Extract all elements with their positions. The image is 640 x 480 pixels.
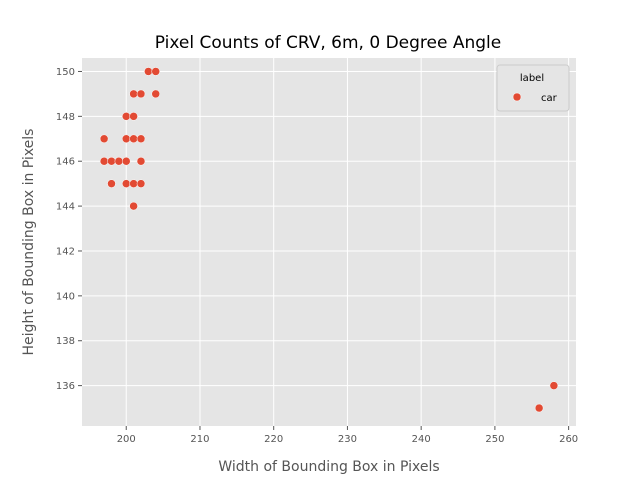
data-point <box>99 156 109 166</box>
data-point <box>136 89 146 99</box>
y-tick-label: 136 <box>56 381 75 392</box>
x-tick-label: 200 <box>117 434 136 445</box>
data-point <box>129 89 138 99</box>
data-point <box>129 201 138 211</box>
legend: label car <box>496 64 570 112</box>
data-point <box>151 89 160 99</box>
plot-area <box>82 58 576 426</box>
y-tick-label: 142 <box>56 246 75 257</box>
y-tick-label: 140 <box>56 291 75 302</box>
data-point <box>129 179 138 188</box>
y-tick-label: 150 <box>56 67 75 78</box>
x-tick-label: 260 <box>559 434 578 445</box>
data-point <box>121 112 131 121</box>
data-point <box>121 179 131 188</box>
data-point <box>151 67 160 76</box>
y-tick-label: 144 <box>56 202 75 213</box>
data-point <box>107 156 116 166</box>
x-tick-label: 230 <box>338 434 357 445</box>
legend-label-car: car <box>541 93 558 104</box>
x-tick-label: 220 <box>264 434 283 445</box>
chart-title: Pixel Counts of CRV, 6m, 0 Degree Angle <box>155 33 502 53</box>
x-tick-label: 210 <box>190 434 209 445</box>
legend-title: label <box>520 73 544 84</box>
data-point <box>107 179 116 188</box>
y-axis-ticks: 136 138 140 142 144 146 148 150 <box>56 67 82 392</box>
legend-marker-car <box>512 92 522 102</box>
data-point <box>136 156 146 166</box>
y-axis-title: Height of Bounding Box in Pixels <box>21 129 37 356</box>
data-point <box>129 134 138 144</box>
y-tick-label: 138 <box>56 336 75 347</box>
data-point <box>144 67 153 76</box>
x-axis-ticks: 200 210 220 230 240 250 260 <box>117 426 578 445</box>
data-points <box>99 67 559 413</box>
y-tick-label: 148 <box>56 112 75 123</box>
data-point <box>121 134 131 144</box>
data-point <box>114 156 124 166</box>
y-tick-label: 146 <box>56 157 75 168</box>
data-point <box>99 134 109 144</box>
data-point <box>136 134 146 144</box>
x-axis-title: Width of Bounding Box in Pixels <box>218 459 439 475</box>
data-point <box>129 112 138 121</box>
legend-box <box>496 64 570 112</box>
data-point <box>121 156 131 166</box>
x-tick-label: 240 <box>412 434 431 445</box>
grid-lines <box>82 58 576 426</box>
data-point <box>534 403 544 413</box>
x-tick-label: 250 <box>485 434 504 445</box>
data-point <box>136 179 146 188</box>
data-point <box>549 381 559 390</box>
